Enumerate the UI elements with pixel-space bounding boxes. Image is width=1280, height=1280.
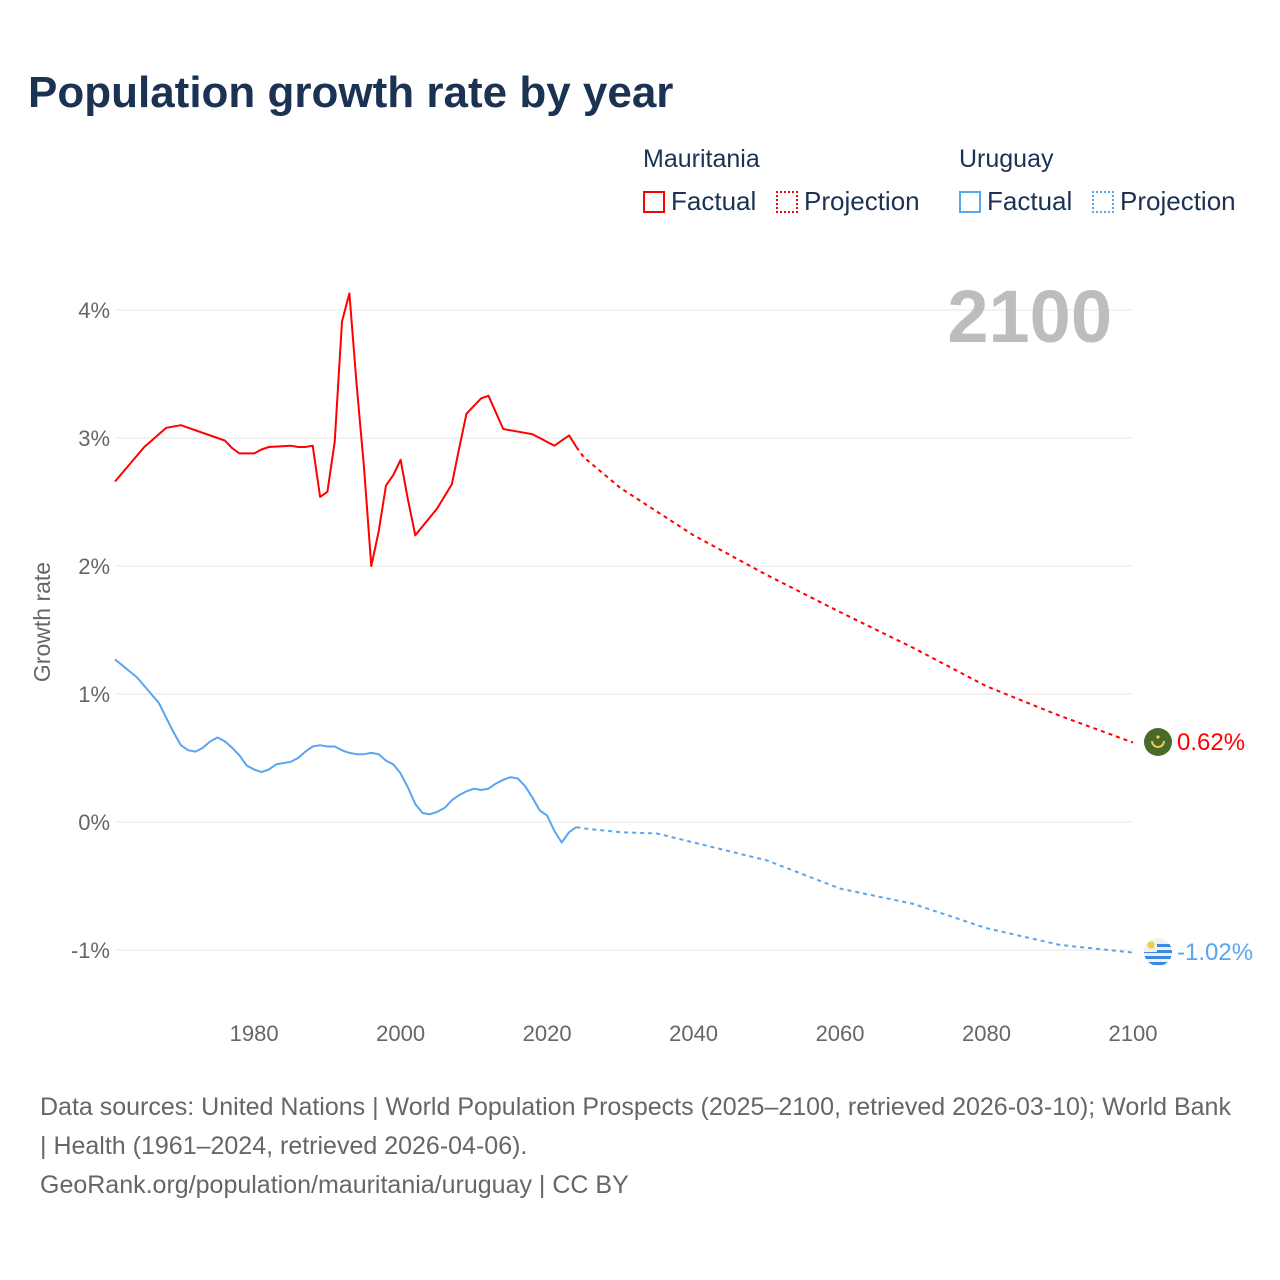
data-sources: Data sources: United Nations | World Pop… bbox=[40, 1093, 1231, 1160]
mauritania-flag-icon bbox=[1144, 728, 1172, 756]
legend-mauritania-factual[interactable]: Factual bbox=[643, 186, 756, 217]
legend-label: Factual bbox=[987, 186, 1073, 216]
legend-label: Projection bbox=[1120, 186, 1236, 216]
legend-label: Projection bbox=[804, 186, 920, 216]
series-mauritania-projection bbox=[575, 446, 1134, 744]
y-tick-label: 3% bbox=[78, 426, 110, 451]
x-tick-label: 2020 bbox=[523, 1021, 572, 1046]
legend-group-uruguay: Uruguay bbox=[959, 145, 1054, 173]
series-uruguay-projection bbox=[576, 826, 1134, 954]
x-tick-label: 2000 bbox=[376, 1021, 425, 1046]
legend-uruguay-projection[interactable]: Projection bbox=[1092, 186, 1236, 217]
series-uruguay-factual bbox=[114, 658, 577, 844]
legend-group-mauritania: Mauritania bbox=[643, 145, 760, 173]
legend-mauritania-projection[interactable]: Projection bbox=[776, 186, 920, 217]
footer: Data sources: United Nations | World Pop… bbox=[40, 1088, 1240, 1205]
dotted-swatch-icon bbox=[1092, 190, 1114, 213]
x-tick-label: 2100 bbox=[1109, 1021, 1158, 1046]
x-tick-label: 1980 bbox=[230, 1021, 279, 1046]
solid-swatch-icon bbox=[643, 190, 665, 213]
y-tick-label: 2% bbox=[78, 554, 110, 579]
dotted-swatch-icon bbox=[776, 190, 798, 213]
y-axis-label: Growth rate bbox=[29, 562, 55, 682]
x-tick-label: 2040 bbox=[669, 1021, 718, 1046]
attribution-link[interactable]: GeoRank.org/population/mauritania/urugua… bbox=[40, 1171, 629, 1199]
y-tick-label: 1% bbox=[78, 682, 110, 707]
year-indicator: 2100 bbox=[947, 275, 1112, 358]
mauritania-end-value: 0.62% bbox=[1177, 729, 1245, 756]
series-mauritania-factual bbox=[114, 292, 578, 567]
uruguay-flag-icon bbox=[1144, 938, 1172, 966]
y-tick-label: 0% bbox=[78, 810, 110, 835]
chart-title: Population growth rate by year bbox=[28, 68, 674, 117]
y-tick-label: -1% bbox=[71, 938, 110, 963]
x-tick-label: 2080 bbox=[962, 1021, 1011, 1046]
legend-label: Factual bbox=[671, 186, 757, 216]
legend-uruguay-factual[interactable]: Factual bbox=[959, 186, 1072, 217]
x-tick-label: 2060 bbox=[816, 1021, 865, 1046]
y-tick-label: 4% bbox=[78, 298, 110, 323]
uruguay-end-value: -1.02% bbox=[1177, 939, 1253, 966]
solid-swatch-icon bbox=[959, 190, 981, 213]
